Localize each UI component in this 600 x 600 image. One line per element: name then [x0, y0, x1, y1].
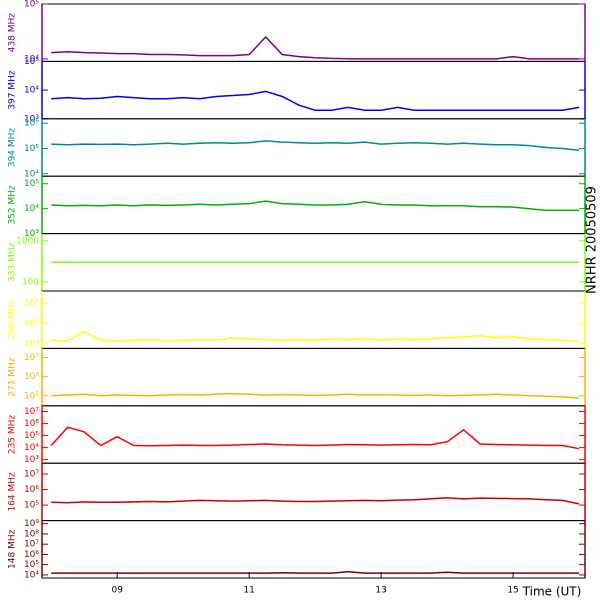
- x-tick-label: 15: [507, 586, 518, 596]
- y-tick-label: 10⁴: [24, 54, 39, 64]
- y-tick-label: 10⁵: [24, 179, 39, 189]
- y-tick-label: 10⁴: [24, 86, 39, 96]
- y-tick-label: 10⁵: [24, 0, 39, 10]
- y-tick-label: 10⁵: [24, 560, 39, 570]
- series-line: [51, 571, 580, 574]
- frequency-label: 298 MHz: [8, 300, 18, 340]
- frequency-label: 164 MHz: [8, 472, 18, 512]
- frequency-label: 397 MHz: [8, 70, 18, 110]
- y-tick-label: 10⁶: [24, 419, 39, 429]
- y-tick-label: 10⁴: [24, 570, 39, 580]
- series-line: [51, 90, 580, 111]
- y-tick-label: 10⁶: [24, 299, 39, 309]
- frequency-label: 235 MHz: [8, 415, 18, 455]
- y-tick-label: 10⁵: [24, 501, 39, 511]
- y-tick-label: 10⁷: [24, 407, 39, 417]
- frequency-label: 148 MHz: [8, 529, 18, 569]
- x-tick-label: 09: [111, 586, 123, 596]
- y-tick-label: 10⁵: [24, 391, 39, 401]
- series-line: [51, 35, 580, 60]
- y-tick-label: 10⁸: [24, 529, 39, 539]
- y-tick-label: 10⁶: [24, 372, 39, 382]
- y-tick-label: 10⁵: [24, 57, 39, 67]
- y-tick-label: 10³: [24, 114, 39, 124]
- y-tick-label: 10⁴: [24, 204, 39, 214]
- panel-frame: [41, 462, 586, 522]
- panel-frame: [41, 520, 586, 579]
- y-tick-label: 10⁵: [24, 144, 39, 154]
- panel-frame: [41, 347, 586, 407]
- y-tick-label: 10⁶: [24, 485, 39, 495]
- series-line: [50, 426, 580, 450]
- y-tick-label: 100: [22, 277, 39, 287]
- y-tick-label: 10⁴: [24, 443, 39, 453]
- y-tick-label: 10⁹: [24, 519, 39, 529]
- series-line: [51, 200, 580, 212]
- y-tick-label: 10⁴: [24, 339, 39, 349]
- y-tick-label: 10⁵: [24, 319, 39, 329]
- y-tick-label: 10⁷: [24, 540, 39, 550]
- frequency-label: 352 MHz: [8, 185, 18, 225]
- series-line: [51, 496, 580, 505]
- panel-frame: [41, 3, 586, 62]
- frequency-label: 271 MHz: [8, 357, 18, 397]
- frequency-label: 333 MHz: [8, 242, 18, 282]
- side-label: NRHR 20050509: [585, 186, 600, 294]
- series-line: [51, 140, 580, 152]
- panel-frame: [41, 118, 586, 177]
- y-tick-label: 10⁶: [24, 550, 39, 560]
- y-tick-label: 10⁶: [24, 119, 39, 129]
- series-line: [51, 392, 580, 399]
- y-tick-label: 10⁷: [24, 353, 39, 363]
- y-tick-label: 10⁴: [24, 169, 39, 179]
- y-tick-label: 10³: [24, 229, 39, 239]
- x-tick-label: 13: [375, 586, 386, 596]
- y-tick-label: 10³: [24, 455, 39, 465]
- panel-frame: [41, 405, 586, 464]
- series-line: [51, 330, 580, 343]
- y-tick-label: 10⁵: [24, 431, 39, 441]
- x-tick-label: 11: [243, 586, 254, 596]
- y-tick-label: 10⁷: [24, 470, 39, 480]
- frequency-label: 438 MHz: [8, 13, 18, 53]
- frequency-label: 394 MHz: [8, 128, 18, 168]
- x-axis-label: Time (UT): [522, 585, 582, 599]
- y-tick-label: 1000: [16, 236, 39, 246]
